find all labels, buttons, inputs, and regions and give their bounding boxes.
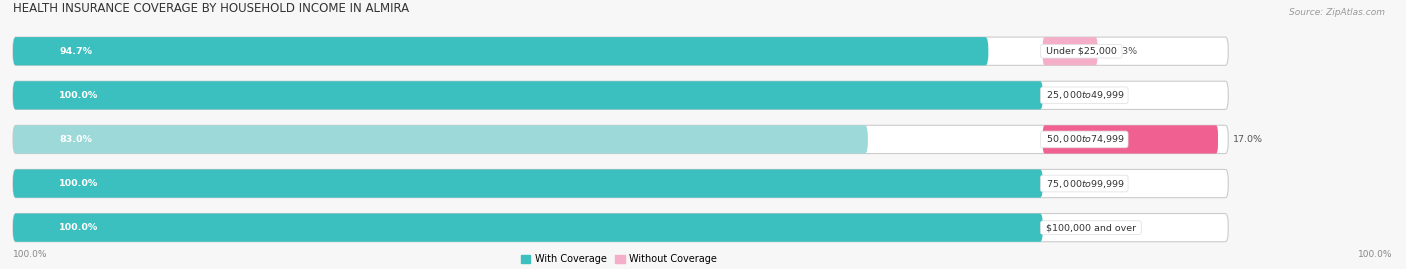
Text: 100.0%: 100.0%	[59, 223, 98, 232]
Text: 0.0%: 0.0%	[1059, 179, 1083, 188]
FancyBboxPatch shape	[13, 214, 1043, 242]
FancyBboxPatch shape	[13, 81, 1043, 109]
Text: 100.0%: 100.0%	[59, 91, 98, 100]
Text: 94.7%: 94.7%	[59, 47, 93, 56]
Text: 17.0%: 17.0%	[1233, 135, 1264, 144]
Text: HEALTH INSURANCE COVERAGE BY HOUSEHOLD INCOME IN ALMIRA: HEALTH INSURANCE COVERAGE BY HOUSEHOLD I…	[13, 2, 409, 15]
Text: Under $25,000: Under $25,000	[1043, 47, 1119, 56]
FancyBboxPatch shape	[13, 125, 1229, 154]
Text: 100.0%: 100.0%	[59, 179, 98, 188]
FancyBboxPatch shape	[13, 214, 1229, 242]
FancyBboxPatch shape	[13, 169, 1043, 198]
Legend: With Coverage, Without Coverage: With Coverage, Without Coverage	[517, 250, 721, 268]
Text: 100.0%: 100.0%	[13, 250, 48, 259]
Text: $100,000 and over: $100,000 and over	[1043, 223, 1139, 232]
Text: 0.0%: 0.0%	[1059, 223, 1083, 232]
FancyBboxPatch shape	[13, 37, 988, 65]
Text: 0.0%: 0.0%	[1059, 91, 1083, 100]
FancyBboxPatch shape	[13, 125, 868, 154]
FancyBboxPatch shape	[13, 81, 1229, 109]
FancyBboxPatch shape	[1043, 125, 1218, 154]
Text: $50,000 to $74,999: $50,000 to $74,999	[1043, 133, 1126, 146]
FancyBboxPatch shape	[13, 169, 1229, 198]
Text: 100.0%: 100.0%	[1358, 250, 1393, 259]
Text: 5.3%: 5.3%	[1112, 47, 1137, 56]
Text: $25,000 to $49,999: $25,000 to $49,999	[1043, 89, 1126, 101]
Text: 83.0%: 83.0%	[59, 135, 93, 144]
FancyBboxPatch shape	[13, 37, 1229, 65]
Text: Source: ZipAtlas.com: Source: ZipAtlas.com	[1289, 8, 1385, 17]
Text: $75,000 to $99,999: $75,000 to $99,999	[1043, 178, 1126, 190]
FancyBboxPatch shape	[1043, 37, 1098, 65]
